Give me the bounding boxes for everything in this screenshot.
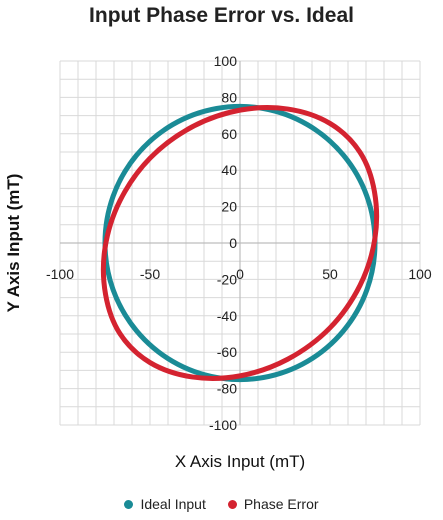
series-line-phase-error — [100, 105, 380, 381]
x-tick-label: -100 — [46, 266, 74, 282]
y-tick-label: 80 — [221, 89, 237, 105]
x-tick-label: 50 — [322, 266, 338, 282]
y-tick-label: -20 — [217, 271, 237, 287]
y-tick-label: 100 — [214, 53, 238, 69]
y-tick-label: 60 — [221, 126, 237, 142]
y-axis-label: Y Axis Input (mT) — [4, 173, 23, 313]
legend-marker-phase-error — [227, 499, 237, 509]
chart-title: Input Phase Error vs. Ideal — [89, 4, 354, 27]
x-tick-label: -50 — [140, 266, 160, 282]
y-tick-label: 20 — [221, 199, 237, 215]
y-tick-label: 0 — [229, 235, 237, 251]
axes — [60, 61, 420, 425]
legend-item-ideal-input: Ideal Input — [124, 496, 206, 512]
legend-marker-ideal-input — [124, 499, 134, 509]
y-tick-label: -80 — [217, 381, 237, 397]
tick-labels: -100 -50 0 50 100100806040200-20-40-60-80-10… — [46, 53, 432, 433]
legend: Ideal Input Phase Error — [0, 496, 443, 512]
x-tick-label: 0 — [236, 266, 244, 282]
legend-label-phase-error: Phase Error — [243, 496, 319, 512]
y-tick-label: -60 — [217, 344, 237, 360]
legend-item-phase-error: Phase Error — [227, 496, 319, 512]
x-axis-label: X Axis Input (mT) — [174, 452, 306, 471]
y-tick-label: -40 — [217, 308, 237, 324]
legend-label-ideal-input: Ideal Input — [140, 496, 206, 512]
y-tick-label: -100 — [209, 417, 237, 433]
data-series — [100, 103, 380, 383]
y-tick-label: 40 — [221, 162, 237, 178]
x-tick-label: 100 — [408, 266, 432, 282]
